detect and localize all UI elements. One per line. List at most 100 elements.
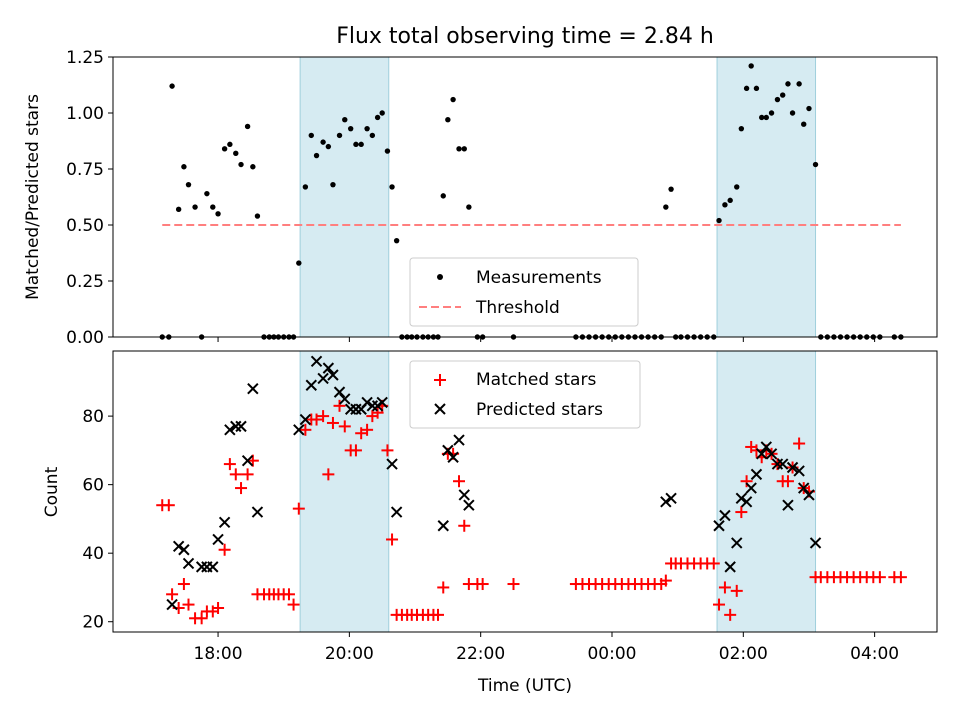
matched-star-point: [212, 602, 225, 615]
measurement-point: [342, 117, 348, 123]
matched-star-point: [453, 475, 466, 488]
predicted-star-point: [750, 468, 763, 481]
legend-threshold-label: Threshold: [475, 298, 560, 318]
legend-matched-label: Matched stars: [476, 370, 596, 390]
observing-interval-shade: [299, 350, 390, 633]
predicted-star-point: [339, 393, 351, 405]
measurement-point: [296, 260, 302, 266]
measurement-point: [389, 184, 395, 190]
legend-measurements-label: Measurements: [476, 268, 602, 288]
predicted-star-point: [293, 424, 305, 436]
measurement-point: [785, 81, 791, 87]
measurement-point: [374, 114, 381, 121]
matched-star-point: [659, 574, 672, 587]
matched-star-point: [166, 588, 179, 601]
measurement-point: [445, 117, 451, 123]
matched-star-point: [182, 598, 195, 611]
bottom-y-axis-label: Count: [42, 466, 62, 517]
matched-star-point: [476, 578, 489, 591]
x-tick-label: 02:00: [719, 644, 768, 664]
matched-star-point: [381, 444, 394, 457]
matched-star-point: [310, 413, 323, 426]
measurement-point: [450, 96, 456, 103]
matched-star-point: [361, 423, 374, 436]
measurement-point: [313, 152, 320, 159]
measurement-point: [175, 206, 182, 213]
measurement-point: [169, 83, 175, 89]
matched-star-point: [322, 468, 335, 481]
y-tick-label: 80: [82, 407, 104, 427]
x-tick-label: 04:00: [850, 644, 899, 664]
measurement-point: [440, 193, 446, 199]
predicted-star-point: [247, 382, 259, 395]
measurement-point: [753, 85, 760, 92]
matched-star-point: [229, 468, 242, 481]
matched-star-point: [338, 420, 351, 433]
measurement-point: [722, 202, 728, 208]
matched-star-point: [713, 598, 726, 611]
predicted-star-point: [458, 489, 470, 501]
matched-star-point: [241, 468, 254, 481]
bottom-legend: Matched stars Predicted stars: [409, 360, 641, 429]
measurement-point: [379, 110, 385, 116]
matched-star-point: [507, 578, 520, 591]
predicted-star-point: [798, 482, 810, 494]
measurement-point: [774, 96, 781, 103]
measurement-point: [393, 237, 400, 244]
measurement-point: [192, 204, 198, 210]
predicted-star-point: [724, 561, 736, 573]
matched-star-point: [724, 608, 737, 621]
measurement-point: [215, 211, 221, 217]
predicted-star-point: [235, 420, 247, 433]
matched-star-point: [793, 437, 806, 450]
measurement-point: [221, 146, 228, 152]
legend-predicted-label: Predicted stars: [476, 400, 603, 420]
measurement-point: [364, 125, 370, 132]
predicted-star-point: [207, 561, 219, 573]
measurement-point: [796, 81, 802, 87]
measurement-point: [716, 217, 722, 224]
matched-star-point: [873, 571, 886, 584]
predicted-star-point: [803, 489, 815, 501]
x-tick-label: 00:00: [587, 644, 636, 664]
matched-star-point: [386, 533, 399, 546]
matched-star-point: [333, 399, 346, 412]
measurement-point: [758, 114, 765, 121]
measurement-point: [763, 114, 769, 121]
predicted-star-point: [442, 444, 454, 457]
matched-star-point: [458, 519, 471, 532]
matched-star-point: [299, 423, 312, 436]
measurement-point: [302, 184, 309, 190]
measurement-point: [204, 190, 210, 197]
measurement-point: [358, 141, 364, 148]
predicted-star-point: [735, 492, 748, 505]
measurement-point: [238, 161, 244, 168]
predicted-star-point: [713, 520, 725, 532]
predicted-star-point: [745, 482, 757, 494]
measurement-point: [748, 63, 754, 69]
predicted-star-point: [437, 520, 449, 532]
matched-star-point: [707, 557, 720, 570]
legend-measurements-marker: [437, 274, 443, 280]
top-y-axis-label: Matched/Predicted stars: [23, 94, 43, 300]
measurement-point: [320, 139, 326, 145]
matched-star-point: [282, 588, 295, 601]
predicted-star-point: [660, 496, 672, 508]
measurement-point: [181, 164, 187, 170]
legend-matched-marker: [434, 374, 446, 386]
predicted-star-point: [760, 441, 772, 453]
top-axes-frame: [112, 56, 938, 338]
measurement-point: [461, 146, 467, 152]
bottom-axes-frame: [112, 350, 938, 633]
predicted-star-point: [317, 372, 329, 385]
x-tick-label: 18:00: [194, 644, 243, 664]
measurement-point: [233, 150, 239, 157]
measurement-point: [325, 143, 332, 150]
y-tick-label: 0.25: [66, 272, 104, 292]
predicted-star-point: [333, 386, 346, 398]
y-tick-label: 0.00: [66, 328, 104, 348]
matched-star-point: [292, 502, 305, 515]
y-tick-label: 20: [82, 613, 104, 633]
measurement-point: [734, 184, 740, 190]
